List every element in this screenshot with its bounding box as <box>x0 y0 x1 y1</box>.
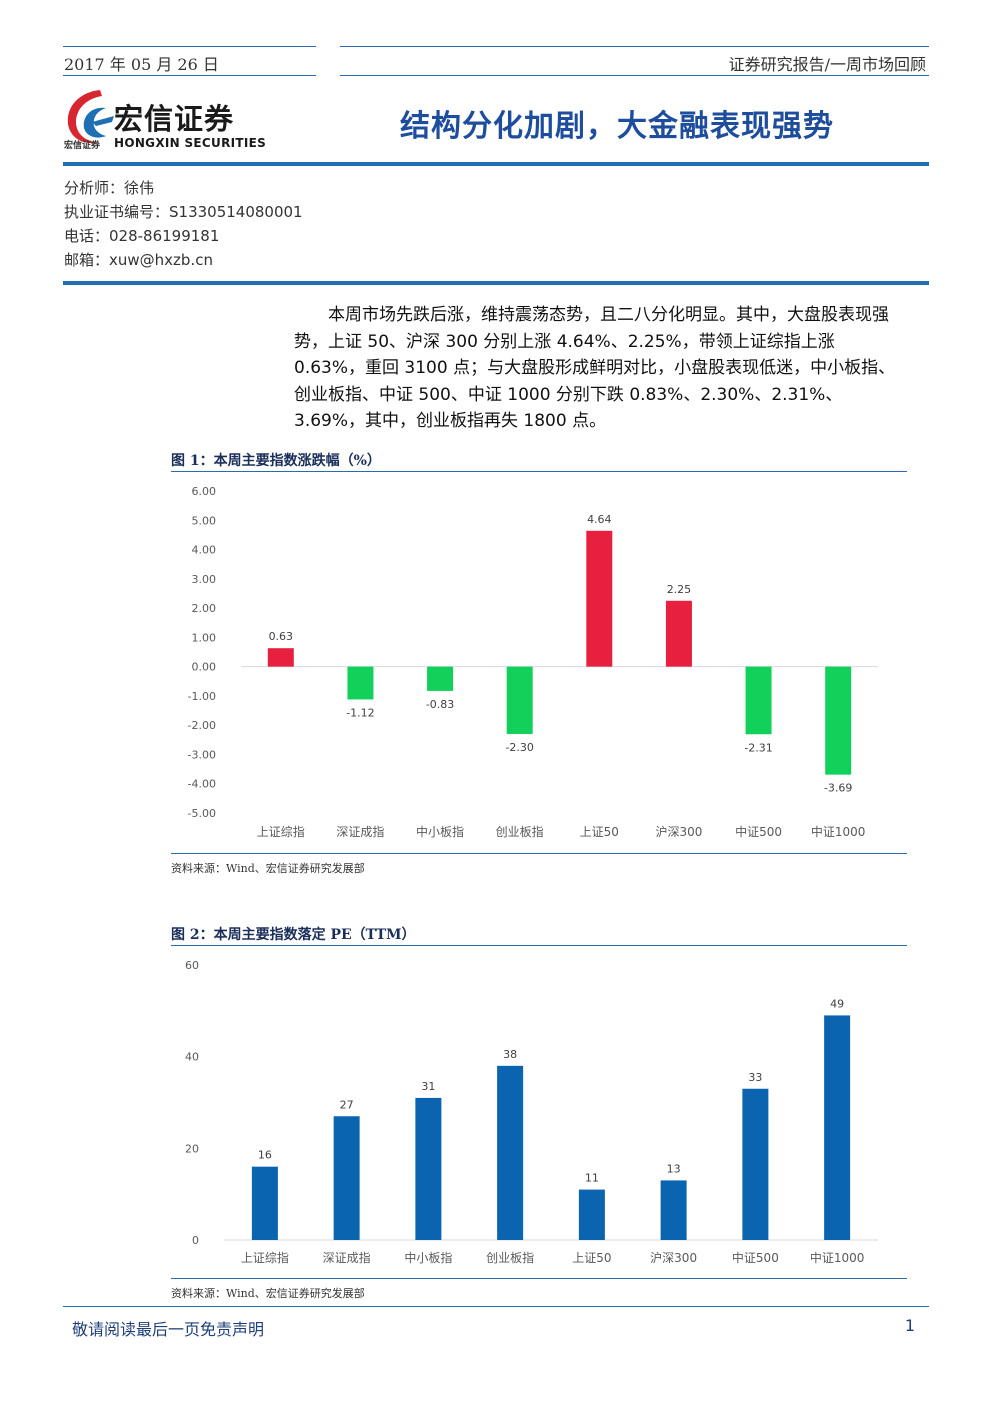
y-tick-label: -4.00 <box>188 778 216 791</box>
category-label: 上证综指 <box>241 1250 289 1265</box>
report-date: 2017 年 05 月 26 日 <box>64 55 219 74</box>
bar <box>742 1088 769 1240</box>
bar <box>427 666 454 691</box>
category-label: 上证综指 <box>257 824 305 839</box>
category-label: 沪深300 <box>655 825 702 839</box>
category-label: 创业板指 <box>496 824 544 839</box>
bar <box>497 1065 524 1240</box>
data-label: 31 <box>421 1080 435 1093</box>
figure2-chart: 60 40 20 0 16 上证综指 27 深证成指 31 中小板指 38 创业板指 11 上证50 13 沪… <box>185 959 878 1265</box>
bar <box>333 1116 360 1240</box>
data-label: 13 <box>667 1162 681 1175</box>
data-label: -2.31 <box>744 741 772 754</box>
bar <box>665 600 692 667</box>
bar <box>251 1166 278 1240</box>
category-label: 上证50 <box>572 1251 611 1265</box>
y-tick-label: 2.00 <box>192 602 217 615</box>
data-label: 2.25 <box>667 583 692 596</box>
figure1-source: 资料来源：Wind、宏信证券研究发展部 <box>171 862 365 875</box>
data-label: 0.63 <box>269 630 294 643</box>
bar <box>824 1015 851 1240</box>
analyst-phone: 电话：028-86199181 <box>64 227 220 245</box>
title-rule <box>63 162 929 166</box>
figure2-title: 图 2：本周主要指数落定 PE（TTM） <box>171 927 416 943</box>
bar <box>745 666 772 735</box>
analyst-email: 邮箱：xuw@hxzb.cn <box>64 251 213 269</box>
y-tick-label: -3.00 <box>188 748 216 761</box>
y-tick-label: 40 <box>185 1051 199 1064</box>
category-label: 中证1000 <box>810 1250 865 1265</box>
data-label: 33 <box>748 1071 762 1084</box>
footer-rule <box>63 1306 929 1307</box>
category-label: 中小板指 <box>404 1250 452 1265</box>
analyst-rule <box>63 281 929 285</box>
data-label: -1.12 <box>346 706 374 719</box>
category-label: 创业板指 <box>486 1250 534 1265</box>
category-label: 中小板指 <box>416 824 464 839</box>
y-tick-label: -1.00 <box>188 690 216 703</box>
bar <box>267 648 294 667</box>
category-label: 沪深300 <box>650 1251 697 1265</box>
y-tick-label: -2.00 <box>188 719 216 732</box>
data-label: -0.83 <box>426 698 454 711</box>
data-label: 16 <box>258 1149 272 1162</box>
y-tick-label: 5.00 <box>192 514 217 527</box>
category-label: 中证500 <box>732 1250 779 1265</box>
header-rule-right-bottom <box>340 75 929 76</box>
data-label: 11 <box>585 1172 599 1185</box>
bar <box>415 1097 442 1240</box>
bar <box>586 530 613 667</box>
figure1-top-rule <box>171 471 907 472</box>
category-label: 中证500 <box>735 824 782 839</box>
data-label: 4.64 <box>587 513 612 526</box>
logo-en-text: HONGXIN SECURITIES <box>114 136 267 150</box>
data-label: -3.69 <box>824 782 852 795</box>
report-title: 结构分化加剧，大金融表现强势 <box>400 109 834 144</box>
category-label: 上证50 <box>580 825 619 839</box>
analyst-info: 分析师：徐伟 执业证书编号：S1330514080001 电话：028-8619… <box>64 176 303 272</box>
footer-disclaimer[interactable]: 敬请阅读最后一页免责声明 <box>72 1320 265 1339</box>
bar <box>578 1189 605 1240</box>
y-tick-label: 0.00 <box>192 661 217 674</box>
bar <box>347 666 374 700</box>
page-number: 1 <box>904 1316 915 1335</box>
category-label: 中证1000 <box>811 824 866 839</box>
y-tick-label: 20 <box>185 1142 199 1155</box>
y-tick-label: 1.00 <box>192 631 217 644</box>
analyst-cert: 执业证书编号：S1330514080001 <box>64 203 303 221</box>
category-label: 深证成指 <box>323 1250 371 1265</box>
figure2-bottom-rule <box>171 1278 907 1279</box>
y-tick-label: 6.00 <box>192 485 217 498</box>
y-tick-label: 3.00 <box>192 573 217 586</box>
company-logo: 宏信证券 宏信证券 HONGXIN SECURITIES <box>62 86 272 156</box>
y-tick-label: -5.00 <box>188 807 216 820</box>
logo-mark-icon <box>67 90 114 144</box>
y-tick-label: 0 <box>192 1234 199 1247</box>
y-tick-label: 60 <box>185 959 199 972</box>
y-tick-label: 4.00 <box>192 544 217 557</box>
bar <box>506 666 533 734</box>
logo-small-text: 宏信证券 <box>64 141 101 151</box>
figure1-chart: 6.00 5.00 4.00 3.00 2.00 1.00 0.00 -1.00 -2.00 -3… <box>188 485 878 839</box>
bar <box>660 1180 687 1240</box>
figure2-source: 资料来源：Wind、宏信证券研究发展部 <box>171 1287 365 1300</box>
logo-cn-text: 宏信证券 <box>114 102 235 136</box>
figure1-title: 图 1：本周主要指数涨跌幅（%） <box>171 453 381 469</box>
bar <box>825 666 852 775</box>
summary-paragraph: 本周市场先跌后涨，维持震荡态势，且二八分化明显。其中，大盘股表现强势，上证 50… <box>294 305 896 431</box>
header-rule-left-bottom <box>63 75 316 76</box>
data-label: 38 <box>503 1048 517 1061</box>
data-label: -2.30 <box>505 741 533 754</box>
data-label: 49 <box>830 997 844 1010</box>
figure1-bottom-rule <box>171 853 907 854</box>
analyst-name: 分析师：徐伟 <box>64 179 155 197</box>
report-type: 证券研究报告/一周市场回顾 <box>728 55 926 74</box>
figure2-top-rule <box>171 945 907 946</box>
header-rule-left-top <box>63 46 316 47</box>
category-label: 深证成指 <box>336 824 384 839</box>
data-label: 27 <box>340 1098 354 1111</box>
header-rule-right-top <box>340 46 929 47</box>
